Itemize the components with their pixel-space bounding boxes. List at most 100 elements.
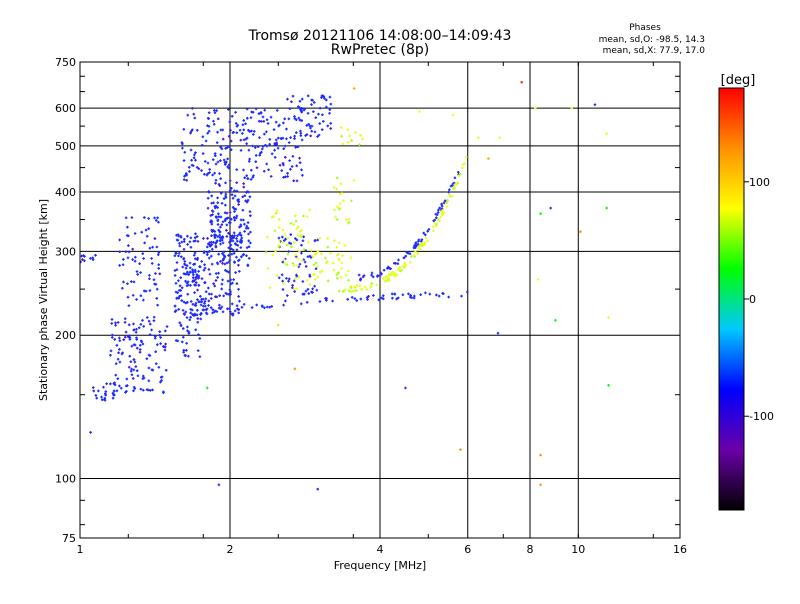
data-point — [290, 245, 294, 249]
data-point — [278, 163, 282, 167]
data-point — [235, 237, 238, 240]
data-point — [270, 152, 274, 156]
data-point — [277, 218, 281, 221]
data-point — [194, 328, 198, 332]
data-point — [338, 192, 342, 196]
data-point — [333, 239, 336, 242]
data-point — [242, 218, 245, 222]
data-point — [283, 117, 286, 121]
data-point — [142, 376, 146, 380]
data-point — [302, 258, 306, 261]
data-point — [197, 276, 200, 280]
data-point — [228, 211, 232, 214]
data-point — [240, 255, 243, 259]
data-point — [449, 184, 453, 188]
data-point — [134, 255, 137, 259]
data-point — [211, 308, 215, 311]
data-point — [298, 118, 302, 122]
data-point — [331, 261, 335, 265]
data-point — [200, 298, 203, 301]
data-point — [311, 255, 315, 258]
data-point — [141, 342, 145, 346]
data-point — [295, 131, 298, 134]
data-point — [216, 130, 219, 134]
data-point — [279, 137, 283, 140]
data-point — [282, 121, 285, 125]
data-point — [234, 122, 238, 125]
data-point — [286, 252, 290, 256]
data-point — [135, 369, 139, 373]
data-point — [292, 241, 296, 244]
data-point — [359, 297, 363, 301]
data-point — [221, 241, 225, 245]
data-point — [399, 269, 402, 273]
data-point — [298, 229, 302, 233]
data-point — [249, 241, 252, 245]
data-point — [310, 98, 313, 102]
data-point — [228, 221, 231, 224]
data-point — [331, 299, 334, 303]
data-point — [332, 268, 336, 272]
data-point — [196, 240, 200, 243]
data-point — [156, 216, 159, 220]
data-point — [322, 95, 326, 98]
data-point — [159, 336, 162, 339]
data-point — [365, 288, 369, 291]
data-point — [453, 183, 457, 186]
data-point — [282, 303, 285, 307]
data-point — [392, 261, 396, 265]
data-point — [325, 299, 328, 302]
data-point — [118, 360, 122, 364]
data-point — [208, 190, 211, 194]
data-point — [295, 227, 299, 230]
data-point — [298, 106, 301, 110]
data-point — [216, 223, 220, 226]
data-point — [142, 298, 145, 302]
data-point — [214, 244, 218, 248]
data-point — [100, 398, 104, 402]
data-point — [320, 128, 324, 131]
data-point — [180, 286, 184, 290]
data-point — [182, 335, 185, 339]
data-point — [466, 290, 469, 294]
data-point — [158, 272, 162, 276]
data-point — [239, 149, 243, 152]
data-point — [277, 124, 281, 128]
data-point — [419, 248, 422, 251]
data-point — [182, 247, 186, 251]
data-point — [190, 163, 194, 167]
data-point — [579, 230, 582, 234]
data-point — [213, 230, 217, 233]
data-point — [135, 346, 139, 350]
colorbar-tick-label: 0 — [749, 293, 756, 306]
data-point — [282, 258, 286, 262]
data-point — [222, 294, 225, 298]
data-point — [181, 142, 184, 146]
data-point — [182, 127, 186, 131]
data-point — [337, 241, 341, 245]
data-point — [447, 190, 450, 194]
data-point — [261, 147, 264, 151]
data-point — [255, 166, 259, 169]
data-point — [206, 245, 209, 249]
data-point — [182, 312, 186, 315]
data-point — [263, 132, 266, 136]
data-point — [143, 216, 146, 219]
data-point — [416, 252, 420, 255]
data-point — [127, 323, 131, 327]
data-point — [203, 160, 207, 163]
data-point — [230, 247, 233, 251]
data-point — [113, 393, 116, 397]
data-point — [300, 251, 303, 255]
data-point — [133, 259, 137, 263]
data-point — [184, 310, 188, 314]
data-point — [193, 312, 197, 316]
data-point — [268, 138, 272, 141]
x-tick-label: 1 — [77, 543, 84, 556]
data-point — [416, 242, 420, 246]
data-point — [496, 331, 500, 335]
data-point — [435, 222, 438, 226]
data-point — [204, 290, 208, 294]
data-point — [366, 298, 369, 301]
